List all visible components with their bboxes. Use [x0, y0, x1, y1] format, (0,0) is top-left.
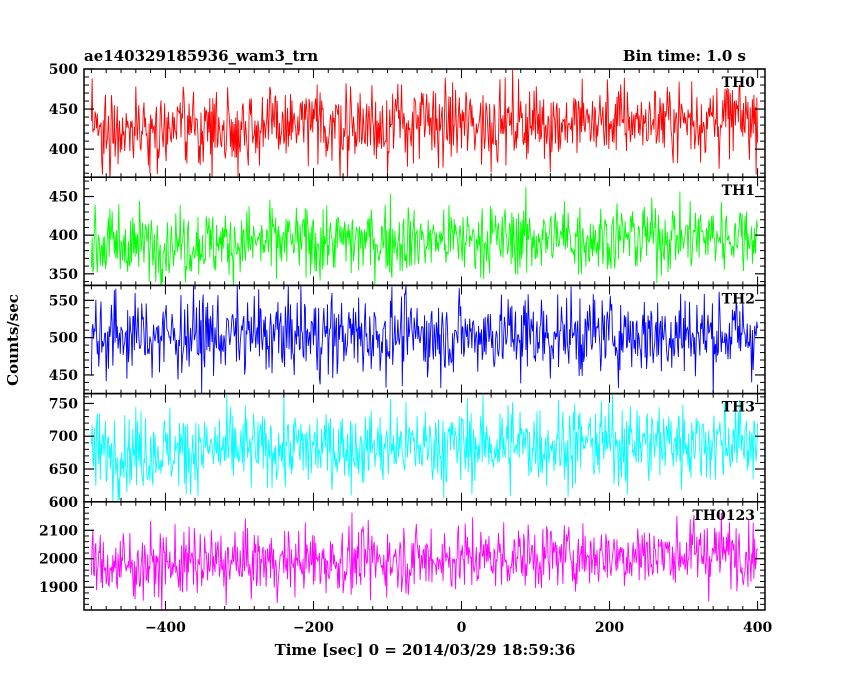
chart-title: ae140329185936_wam3_trn: [84, 47, 318, 65]
y-tick-label: 750: [49, 396, 78, 412]
y-tick-label: 450: [49, 102, 78, 118]
panel-th0123: 1900 2000 2100 TH0123: [39, 501, 766, 611]
y-tick-label: 500: [49, 331, 78, 347]
y-tick-label: 550: [49, 293, 78, 309]
panel-name-th0: TH0: [722, 75, 756, 91]
x-tick-label: 400: [743, 620, 772, 636]
y-tick-label: 500: [49, 62, 78, 78]
x-axis-label: Time [sec] 0 = 2014/03/29 18:59:36: [275, 641, 576, 659]
series-line-th0123: [90, 512, 759, 610]
y-axis-label: Counts/sec: [4, 294, 22, 386]
y-tick-label: 350: [49, 267, 78, 283]
y-tick-label: 650: [49, 462, 78, 478]
panels-group: 400 450 500 TH0 350 400 450 TH1 450 500 550 TH2 600 6…: [39, 62, 766, 611]
y-tick-label: 2100: [39, 523, 78, 539]
y-tick-label: 1900: [39, 580, 78, 596]
y-tick-label: 400: [49, 142, 78, 158]
panel-name-th3: TH3: [722, 400, 755, 416]
y-tick-label: 450: [49, 190, 78, 206]
y-tick-label: 700: [49, 429, 78, 445]
x-axis: −400 −200 0 200 400: [145, 620, 773, 636]
x-tick-label: 200: [595, 620, 624, 636]
series-line-th2: [90, 285, 759, 394]
y-tick-label: 2000: [39, 552, 78, 568]
x-tick-label: −400: [145, 620, 186, 636]
x-tick-label: 0: [457, 620, 467, 636]
series-line-th1: [90, 187, 759, 286]
panel-name-th2: TH2: [722, 291, 755, 307]
y-tick-label: 400: [49, 228, 78, 244]
y-tick-label: 450: [49, 368, 78, 384]
panel-name-th0123: TH0123: [692, 508, 755, 524]
panel-th2: 450 500 550 TH2: [49, 284, 766, 395]
y-tick-label: 600: [49, 495, 78, 511]
panel-th1: 350 400 450 TH1: [49, 176, 766, 287]
panel-name-th1: TH1: [722, 183, 755, 199]
x-tick-label: −200: [293, 620, 334, 636]
series-line-th3: [90, 393, 759, 502]
panel-frame: [83, 501, 766, 611]
series-line-th0: [90, 69, 759, 178]
bin-time-label: Bin time: 1.0 s: [623, 47, 746, 65]
